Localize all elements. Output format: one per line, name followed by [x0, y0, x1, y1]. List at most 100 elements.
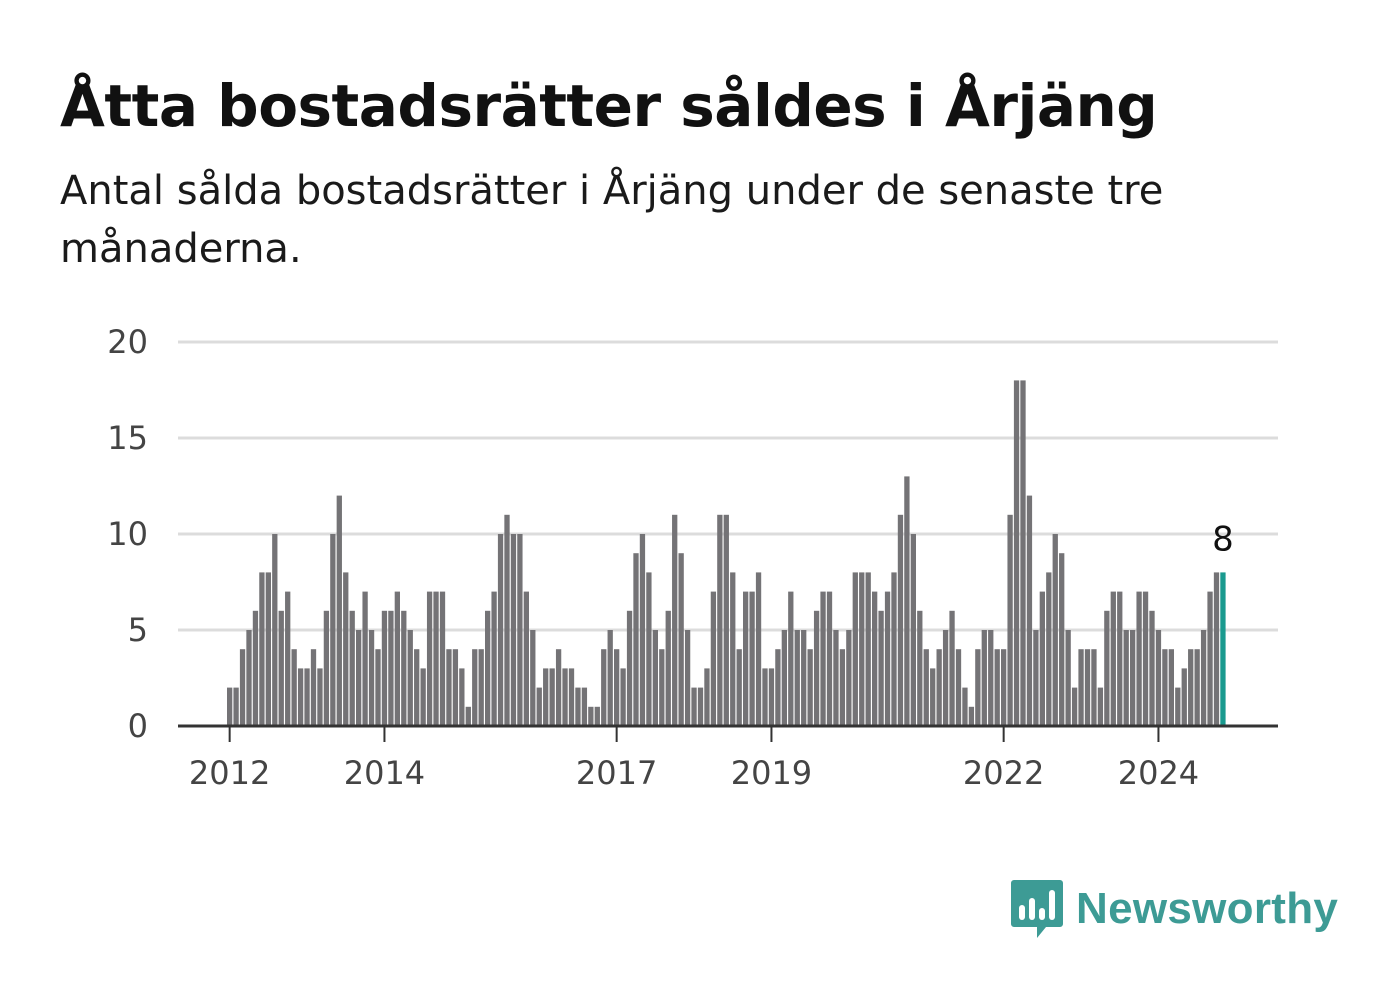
newsworthy-logo: Newsworthy	[1010, 878, 1338, 940]
bar	[420, 668, 426, 726]
bar	[743, 591, 749, 726]
bar	[1046, 572, 1052, 726]
bar	[1149, 610, 1155, 726]
x-tick-label: 2024	[1118, 754, 1199, 792]
bar	[697, 687, 704, 726]
bar	[446, 649, 452, 726]
bar	[949, 610, 955, 726]
x-tick-label: 2019	[731, 754, 812, 792]
bar	[833, 630, 839, 726]
bar	[336, 495, 342, 726]
bar	[233, 687, 239, 726]
bar	[942, 630, 949, 726]
bar	[988, 630, 994, 726]
bar	[1123, 630, 1129, 726]
bar	[1200, 630, 1207, 726]
bar	[684, 630, 691, 726]
bar	[968, 706, 975, 726]
bar	[517, 534, 523, 726]
bar	[1084, 649, 1091, 726]
bar	[394, 591, 400, 726]
bar	[807, 649, 813, 726]
bar	[749, 591, 755, 726]
bar	[452, 649, 459, 726]
bar	[330, 534, 336, 726]
bar	[426, 591, 433, 726]
bar	[1065, 630, 1071, 726]
bar	[1181, 668, 1187, 726]
brand-name: Newsworthy	[1076, 884, 1339, 933]
bar	[265, 572, 271, 726]
bar	[736, 649, 742, 726]
bar	[1078, 649, 1084, 726]
bar	[678, 553, 684, 726]
bar	[1026, 495, 1033, 726]
bar	[775, 649, 781, 726]
bar	[910, 534, 916, 726]
bar	[1071, 687, 1078, 726]
bar	[665, 610, 671, 726]
y-tick-label: 0	[128, 707, 148, 745]
bar	[813, 610, 820, 726]
bar	[788, 591, 794, 726]
bar	[530, 630, 536, 726]
bar	[981, 630, 987, 726]
bar	[762, 668, 768, 726]
bar	[343, 572, 349, 726]
bar	[304, 668, 310, 726]
bar	[884, 591, 891, 726]
bar	[768, 668, 775, 726]
bar	[917, 610, 923, 726]
bar	[272, 534, 278, 726]
bar	[491, 591, 497, 726]
bar	[433, 591, 439, 726]
bar	[781, 630, 787, 726]
bar	[317, 668, 323, 726]
bar	[601, 649, 607, 726]
bar	[652, 630, 658, 726]
bar	[614, 649, 620, 726]
bar	[620, 668, 626, 726]
bar	[291, 649, 297, 726]
grid-lines	[178, 340, 1278, 632]
bar	[710, 591, 717, 726]
bar	[994, 649, 1000, 726]
bar	[1110, 591, 1116, 726]
bar	[1097, 687, 1104, 726]
y-tick-label: 5	[128, 611, 148, 649]
bar	[820, 591, 826, 726]
bar	[839, 649, 846, 726]
bar	[794, 630, 800, 726]
bar	[955, 649, 962, 726]
bar	[923, 649, 929, 726]
bar	[323, 610, 330, 726]
bar	[639, 534, 646, 726]
bars	[227, 380, 1226, 726]
bar	[549, 668, 555, 726]
bar	[936, 649, 942, 726]
bar	[717, 514, 723, 726]
bar	[278, 610, 284, 726]
bar	[1188, 649, 1194, 726]
bar	[465, 706, 471, 726]
bar	[1213, 572, 1220, 726]
bar	[581, 687, 588, 726]
bar	[497, 534, 504, 726]
bar	[659, 649, 665, 726]
bar	[588, 706, 594, 726]
x-tick-label: 2017	[576, 754, 657, 792]
axes	[178, 724, 1278, 742]
bar	[1033, 630, 1039, 726]
bar	[414, 649, 420, 726]
bar	[388, 610, 394, 726]
bar	[1136, 591, 1142, 726]
bar	[704, 668, 710, 726]
bar	[897, 514, 904, 726]
bar	[1091, 649, 1097, 726]
bar	[1194, 649, 1200, 726]
bar	[401, 610, 407, 726]
bar	[478, 649, 484, 726]
bar	[259, 572, 265, 726]
bar	[1039, 591, 1045, 726]
